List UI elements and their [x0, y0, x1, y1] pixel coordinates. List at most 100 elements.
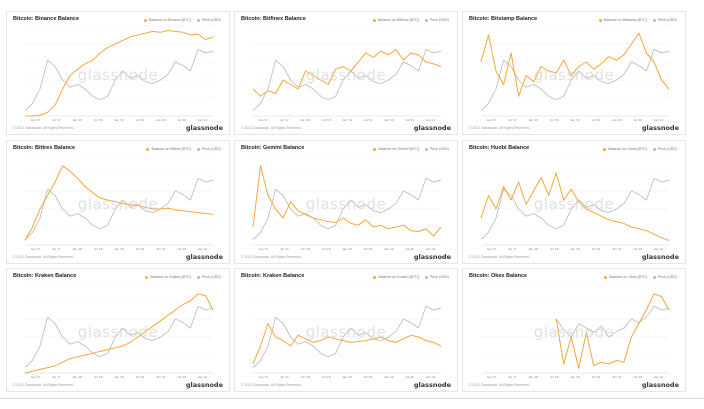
x-tick-label: Jan '17: [259, 247, 269, 251]
x-tick-label: Jan '18: [72, 118, 82, 122]
x-tick-label: Jan '19: [114, 118, 124, 122]
x-tick-label: Jul '17: [280, 247, 289, 251]
x-tick-label: Jul '18: [550, 118, 559, 122]
x-tick-label: Jan '18: [300, 247, 310, 251]
x-tick-label: Jul '18: [94, 375, 103, 379]
chart-title: Bitcoin: Huobi Balance: [469, 145, 530, 151]
x-tick-label: Jul '17: [508, 247, 517, 251]
chart-plot: Jan '17 Jul '17 Jan '18 Jul '18 Jan '19 Jul '…: [24, 282, 214, 379]
price-line: [252, 178, 442, 240]
chart-title: Bitcoin: Bitstamp Balance: [469, 16, 538, 22]
x-tick-label: Jul '20: [405, 118, 414, 122]
x-tick-label: Jan '18: [528, 247, 538, 251]
legend-label-price: Price (USD): [201, 275, 221, 279]
x-tick-label: Jan '20: [156, 375, 166, 379]
legend-label-balance: Balance on Bitfinex [BTC]: [377, 18, 419, 22]
chart-panel-huobi: Jan '17 Jul '17 Jan '18 Jul '18 Jan '19 Jul '…: [462, 140, 686, 264]
chart-title: Bitcoin: Binance Balance: [13, 16, 80, 22]
glassnode-logo: glassnode: [185, 124, 223, 132]
x-tick-label: Jul '19: [592, 247, 601, 251]
chart-plot: Jan '17 Jul '17 Jan '18 Jul '18 Jan '19 Jul '…: [252, 154, 442, 251]
glassnode-logo: glassnode: [641, 253, 679, 261]
x-tick-label: Jul '20: [633, 247, 642, 251]
copyright-text: © 2021 Glassnode. All Rights Reserved.: [13, 255, 74, 259]
x-tick-label: Jan '19: [114, 247, 124, 251]
legend-swatch-price: [424, 18, 428, 22]
x-tick-label: Jan '19: [570, 247, 580, 251]
legend-swatch-balance: [373, 275, 377, 279]
legend-item-balance: Balance on Bitfinex [BTC]: [372, 18, 419, 22]
copyright-text: © 2021 Glassnode. All Rights Reserved.: [241, 126, 302, 130]
chart-legend: Balance on Kraken [BTC] Price (USD): [145, 275, 221, 279]
chart-plot: Jan '17 Jul '17 Jan '18 Jul '18 Jan '19 Jul '…: [252, 282, 442, 379]
x-tick-label: Jan '18: [528, 375, 538, 379]
legend-item-price: Price (USD): [424, 147, 449, 151]
legend-label-balance: Balance on Okex [BTC]: [609, 275, 647, 279]
balance-line: [25, 30, 214, 117]
x-tick-label: Jul '18: [322, 118, 331, 122]
glassnode-logo: glassnode: [185, 381, 223, 389]
legend-item-balance: Balance on Huobi [BTC]: [603, 147, 647, 151]
legend-swatch-balance: [146, 147, 150, 151]
x-tick-label: Jul '20: [177, 247, 186, 251]
x-tick-label: Jan '18: [72, 375, 82, 379]
x-tick-label: Jan '17: [259, 118, 269, 122]
x-tick-label: Jan '20: [384, 375, 394, 379]
x-tick-label: Jul '19: [136, 247, 145, 251]
x-tick-label: Jan '17: [487, 375, 497, 379]
x-tick-label: Jul '17: [52, 247, 61, 251]
legend-item-balance: Balance on Bittrex [BTC]: [146, 147, 191, 151]
x-tick-label: Jul '18: [322, 375, 331, 379]
legend-label-price: Price (USD): [201, 147, 221, 151]
x-tick-label: Jan '21: [426, 247, 436, 251]
x-tick-label: Jan '17: [31, 375, 41, 379]
watermark: glassnode: [533, 194, 615, 213]
divider: [0, 398, 704, 399]
chart-legend: Balance on Okex [BTC] Price (USD): [604, 275, 677, 279]
chart-plot: Jan '17 Jul '17 Jan '18 Jul '18 Jan '19 Jul '…: [480, 154, 670, 251]
x-tick-label: Jul '19: [136, 118, 145, 122]
x-tick-label: Jan '21: [654, 375, 664, 379]
chart-plot: Jan '17 Jul '17 Jan '18 Jul '18 Jan '19 Jul '…: [481, 282, 670, 379]
glassnode-logo: glassnode: [413, 253, 451, 261]
legend-label-balance: Balance on Kraken [BTC]: [378, 275, 419, 279]
chart-panel-kraken: Jan '17 Jul '17 Jan '18 Jul '18 Jan '19 Jul '…: [6, 268, 230, 392]
copyright-text: © 2021 Glassnode. All Rights Reserved.: [469, 126, 530, 130]
chart-legend: Balance on Bitfinex [BTC] Price (USD): [372, 18, 449, 22]
legend-item-balance: Balance on Kraken [BTC]: [145, 275, 191, 279]
chart-legend: Balance on Bitstamp [BTC] Price (USD): [598, 18, 677, 22]
price-line: [480, 49, 670, 111]
copyright-text: © 2021 Glassnode. All Rights Reserved.: [469, 383, 530, 387]
x-tick-label: Jul '19: [364, 118, 373, 122]
price-line: [252, 49, 442, 111]
legend-swatch-price: [652, 275, 656, 279]
glassnode-logo: glassnode: [413, 124, 451, 132]
x-tick-label: Jan '18: [72, 247, 82, 251]
x-tick-label: Jul '17: [508, 375, 517, 379]
legend-label-price: Price (USD): [429, 147, 449, 151]
x-tick-label: Jul '17: [52, 375, 61, 379]
legend-item-price: Price (USD): [424, 18, 449, 22]
x-tick-label: Jul '18: [94, 247, 103, 251]
legend-swatch-balance: [143, 18, 147, 22]
x-tick-label: Jan '21: [198, 247, 208, 251]
legend-item-price: Price (USD): [652, 18, 677, 22]
chart-title: Bitcoin: Gemini Balance: [241, 145, 305, 151]
chart-panel-bittrex: Jan '17 Jul '17 Jan '18 Jul '18 Jan '19 Jul '…: [6, 140, 230, 264]
legend-item-price: Price (USD): [652, 147, 677, 151]
legend-label-balance: Balance on Bittrex [BTC]: [151, 147, 191, 151]
x-tick-label: Jul '18: [322, 247, 331, 251]
legend-label-balance: Balance on Kraken [BTC]: [150, 275, 191, 279]
legend-swatch-balance: [603, 147, 607, 151]
copyright-text: © 2021 Glassnode. All Rights Reserved.: [469, 255, 530, 259]
x-tick-label: Jan '17: [31, 247, 41, 251]
x-tick-label: Jul '18: [550, 247, 559, 251]
x-tick-label: Jan '20: [612, 118, 622, 122]
chart-title: Bitcoin: Kraken Balance: [241, 273, 305, 279]
legend-item-price: Price (USD): [196, 147, 221, 151]
watermark: glassnode: [77, 65, 159, 84]
copyright-text: © 2021 Glassnode. All Rights Reserved.: [241, 383, 302, 387]
glassnode-logo: glassnode: [413, 381, 451, 389]
x-tick-label: Jan '21: [198, 118, 208, 122]
legend-label-price: Price (USD): [429, 275, 449, 279]
